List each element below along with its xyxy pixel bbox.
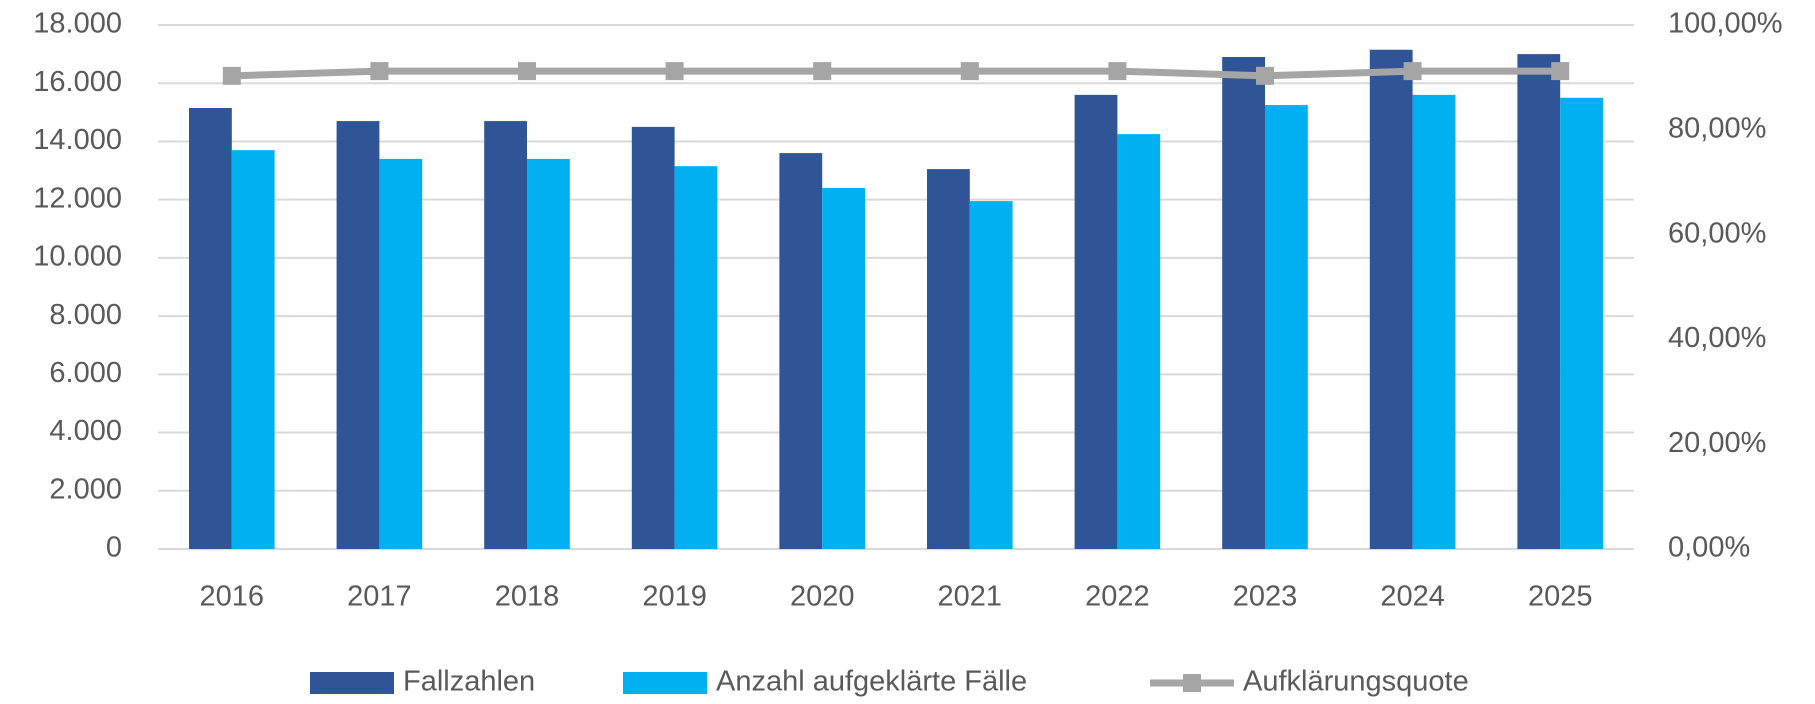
bar: [969, 201, 1013, 549]
bar: [674, 166, 718, 549]
line-marker: [1108, 62, 1127, 81]
line-marker: [222, 66, 241, 85]
line-marker: [1403, 62, 1422, 81]
x-tick-label: 2019: [642, 581, 707, 613]
bar: [231, 150, 275, 549]
bar: [379, 158, 423, 549]
line-marker: [370, 62, 389, 81]
legend-swatch: [1183, 674, 1201, 692]
bar: [1560, 97, 1604, 550]
line-marker: [1551, 62, 1570, 81]
bar: [188, 107, 232, 549]
y-tick-label: 10.000: [33, 241, 122, 273]
legend-label: Aufklärungsquote: [1243, 666, 1469, 698]
bar: [779, 153, 823, 550]
bar: [822, 188, 866, 549]
line: [231, 67, 1561, 80]
legend-swatch: [623, 672, 707, 694]
bar: [1369, 49, 1413, 549]
y-tick-label: 0: [106, 532, 122, 564]
y2-tick-label: 80,00%: [1668, 112, 1766, 144]
bar: [1265, 105, 1308, 550]
x-tick-label: 2016: [200, 581, 265, 613]
line-marker: [813, 62, 832, 81]
y-tick-label: 8.000: [49, 299, 122, 331]
y-tick-label: 6.000: [49, 357, 122, 389]
x-tick-label: 2023: [1233, 581, 1298, 613]
bar: [1222, 57, 1265, 550]
y-tick-label: 4.000: [49, 415, 122, 447]
bar: [527, 158, 570, 549]
y-tick-label: 2.000: [49, 473, 122, 505]
legend-label: Fallzahlen: [403, 666, 535, 698]
y-tick-label: 16.000: [33, 66, 122, 98]
y2-tick-label: 60,00%: [1668, 217, 1766, 249]
y2-tick-label: 20,00%: [1668, 427, 1766, 459]
bar: [336, 121, 380, 550]
x-tick-label: 2018: [495, 581, 560, 613]
y-tick-label: 14.000: [33, 124, 122, 156]
y-tick-label: 12.000: [33, 182, 122, 214]
x-tick-label: 2017: [347, 581, 412, 613]
legend-label: Anzahl aufgeklärte Fälle: [716, 666, 1027, 698]
line-marker: [665, 62, 684, 81]
x-tick-label: 2025: [1528, 581, 1593, 613]
bar: [1412, 94, 1456, 549]
bar: [1117, 134, 1161, 549]
y2-tick-label: 100,00%: [1668, 8, 1783, 40]
x-tick-label: 2024: [1380, 581, 1445, 613]
bar: [631, 126, 675, 549]
bar: [1074, 94, 1118, 549]
y2-tick-label: 0,00%: [1668, 532, 1750, 564]
line-marker: [960, 62, 979, 81]
y-tick-label: 18.000: [33, 8, 122, 40]
y2-tick-label: 40,00%: [1668, 322, 1766, 354]
x-tick-label: 2020: [790, 581, 855, 613]
legend-swatch: [310, 672, 394, 694]
bar: [926, 169, 970, 549]
line-marker: [518, 62, 536, 81]
bar: [484, 121, 527, 550]
x-tick-label: 2021: [938, 581, 1003, 613]
bar: [1517, 54, 1561, 549]
x-tick-label: 2022: [1085, 581, 1150, 613]
line-marker: [1256, 66, 1274, 85]
